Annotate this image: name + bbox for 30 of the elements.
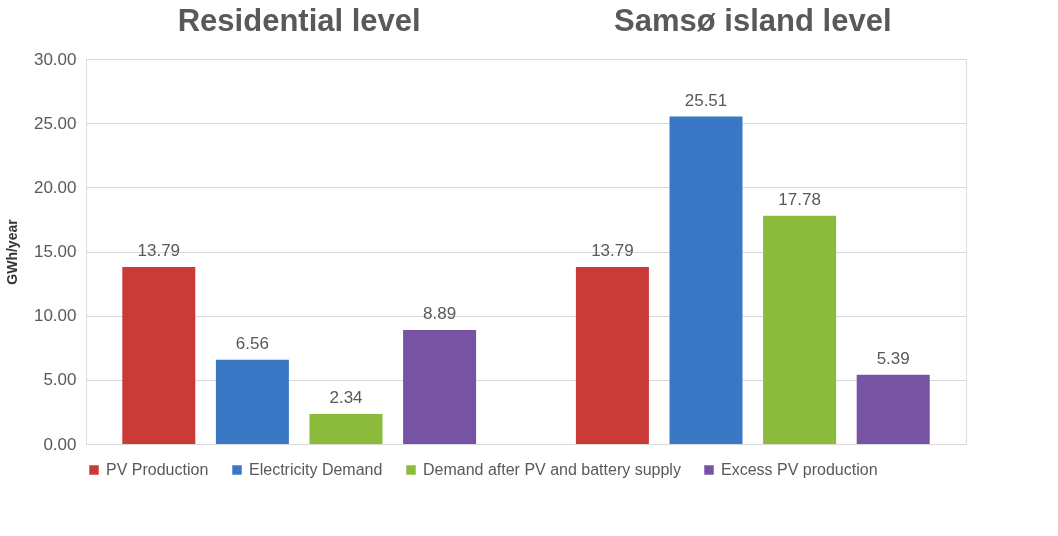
data-label: 8.89 <box>423 303 457 323</box>
data-label: 5.39 <box>876 348 910 368</box>
y-tick-label: 30.00 <box>33 49 77 69</box>
x-tick-label: Samsø island level <box>614 2 892 38</box>
y-axis-title: GWh/year <box>3 218 20 285</box>
legend-label: Electricity Demand <box>249 461 383 478</box>
legend-label: Excess PV production <box>721 461 878 478</box>
data-label: 13.79 <box>591 241 634 261</box>
bar <box>575 267 649 444</box>
data-label: 13.79 <box>137 241 181 261</box>
data-label: 25.51 <box>684 90 728 110</box>
bar <box>856 374 930 444</box>
bar <box>309 413 383 444</box>
legend-label: PV Production <box>106 461 209 478</box>
bar <box>763 215 837 444</box>
x-tick-label: Residential level <box>177 2 421 38</box>
y-tick-label: 5.00 <box>43 370 77 390</box>
data-label: 17.78 <box>778 189 821 209</box>
data-label: 2.34 <box>329 387 363 407</box>
y-tick-label: 25.00 <box>33 113 77 133</box>
y-tick-label: 20.00 <box>33 177 77 197</box>
legend-label: Demand after PV and battery supply <box>423 461 681 478</box>
y-tick-label: 0.00 <box>43 434 77 454</box>
bar <box>215 359 289 444</box>
y-tick-label: 15.00 <box>33 242 77 261</box>
data-label: 6.56 <box>235 333 269 353</box>
bar <box>403 329 477 444</box>
bar <box>669 116 743 444</box>
y-tick-label: 10.00 <box>33 306 77 326</box>
bar <box>122 267 196 444</box>
